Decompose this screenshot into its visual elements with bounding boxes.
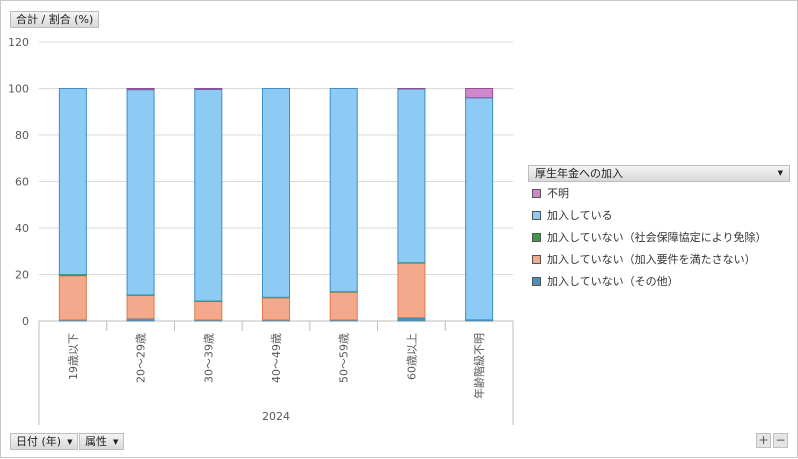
bar-segment	[329, 88, 358, 293]
bar-segment	[126, 294, 155, 320]
legend-item: 加入している	[528, 204, 790, 226]
x-tick-label: 50～59歳	[338, 333, 351, 383]
bar-segment	[465, 97, 494, 321]
bar-segment	[397, 317, 426, 322]
bar-segment	[397, 88, 426, 90]
legend-label: 加入している	[547, 209, 613, 222]
date-field-button[interactable]: 日付 (年) ▼	[10, 433, 79, 450]
legend-filter-button[interactable]: 厚生年金への加入 ▼	[528, 165, 790, 182]
y-tick-label: 60	[15, 176, 29, 189]
legend-swatch	[532, 232, 541, 242]
dropdown-arrow-icon: ▼	[113, 437, 119, 446]
x-tick-label: 40～49歳	[270, 333, 283, 383]
legend-swatch	[532, 188, 541, 198]
bar-segment	[126, 88, 155, 91]
y-tick-label: 40	[15, 222, 29, 235]
x-tick-label: 19歳以下	[67, 333, 80, 380]
group-label: 2024	[262, 410, 290, 423]
x-tick-label: 60歳以上	[405, 333, 418, 380]
legend-label: 加入していない（社会保障協定により免除）	[547, 231, 767, 244]
date-field-label: 日付 (年)	[16, 435, 62, 448]
legend-label: 不明	[547, 187, 569, 200]
zoom-in-button[interactable]: +	[756, 433, 771, 448]
y-tick-label: 80	[15, 129, 29, 142]
legend-item: 加入していない（その他）	[528, 270, 790, 292]
bar-segment	[262, 88, 290, 298]
x-tick-label: 20～29歳	[135, 333, 148, 383]
legend-item: 不明	[528, 182, 790, 204]
y-tick-label: 0	[22, 315, 29, 328]
measure-field-button[interactable]: 合計 / 割合 (%)	[10, 11, 100, 28]
bar-segment	[58, 88, 87, 275]
legend-swatch	[532, 210, 541, 220]
dropdown-arrow-icon: ▼	[777, 169, 783, 177]
legend-item: 加入していない（社会保障協定により免除）	[528, 226, 790, 248]
y-tick-label: 100	[8, 83, 29, 96]
x-tick-label: 年齢階級不明	[472, 333, 486, 399]
legend-swatch	[532, 276, 541, 286]
legend-item: 加入していない（加入要件を満たさない）	[528, 248, 790, 270]
measure-field-label: 合計 / 割合 (%)	[16, 13, 94, 26]
bar-segment	[58, 275, 87, 321]
bar-segment	[397, 262, 426, 319]
legend: 厚生年金への加入 ▼ 不明加入している加入していない（社会保障協定により免除） 加…	[528, 165, 790, 292]
legend-label: 加入していない（加入要件を満たさない）	[547, 253, 756, 266]
y-tick-label: 20	[15, 269, 29, 282]
bar-segment	[329, 291, 358, 321]
legend-items: 不明加入している加入していない（社会保障協定により免除） 加入していない（加入要件…	[528, 182, 790, 292]
zoom-controls: + −	[756, 433, 788, 448]
x-tick-label: 30～39歳	[202, 333, 215, 383]
bar-segment	[194, 300, 223, 321]
legend-title: 厚生年金への加入	[535, 167, 623, 180]
attribute-field-button[interactable]: 属性 ▼	[79, 433, 125, 450]
bar-segment	[194, 88, 223, 302]
attribute-field-label: 属性	[85, 435, 107, 448]
bar-segment	[397, 88, 426, 264]
zoom-out-button[interactable]: −	[773, 433, 788, 448]
dropdown-arrow-icon: ▼	[67, 437, 73, 446]
legend-swatch	[532, 254, 541, 264]
bar-segment	[126, 89, 155, 296]
bar-segment	[194, 88, 223, 90]
y-tick-label: 120	[8, 36, 29, 49]
legend-label: 加入していない（その他）	[547, 275, 679, 288]
bar-segment	[262, 297, 290, 321]
bar-segment	[465, 88, 494, 99]
